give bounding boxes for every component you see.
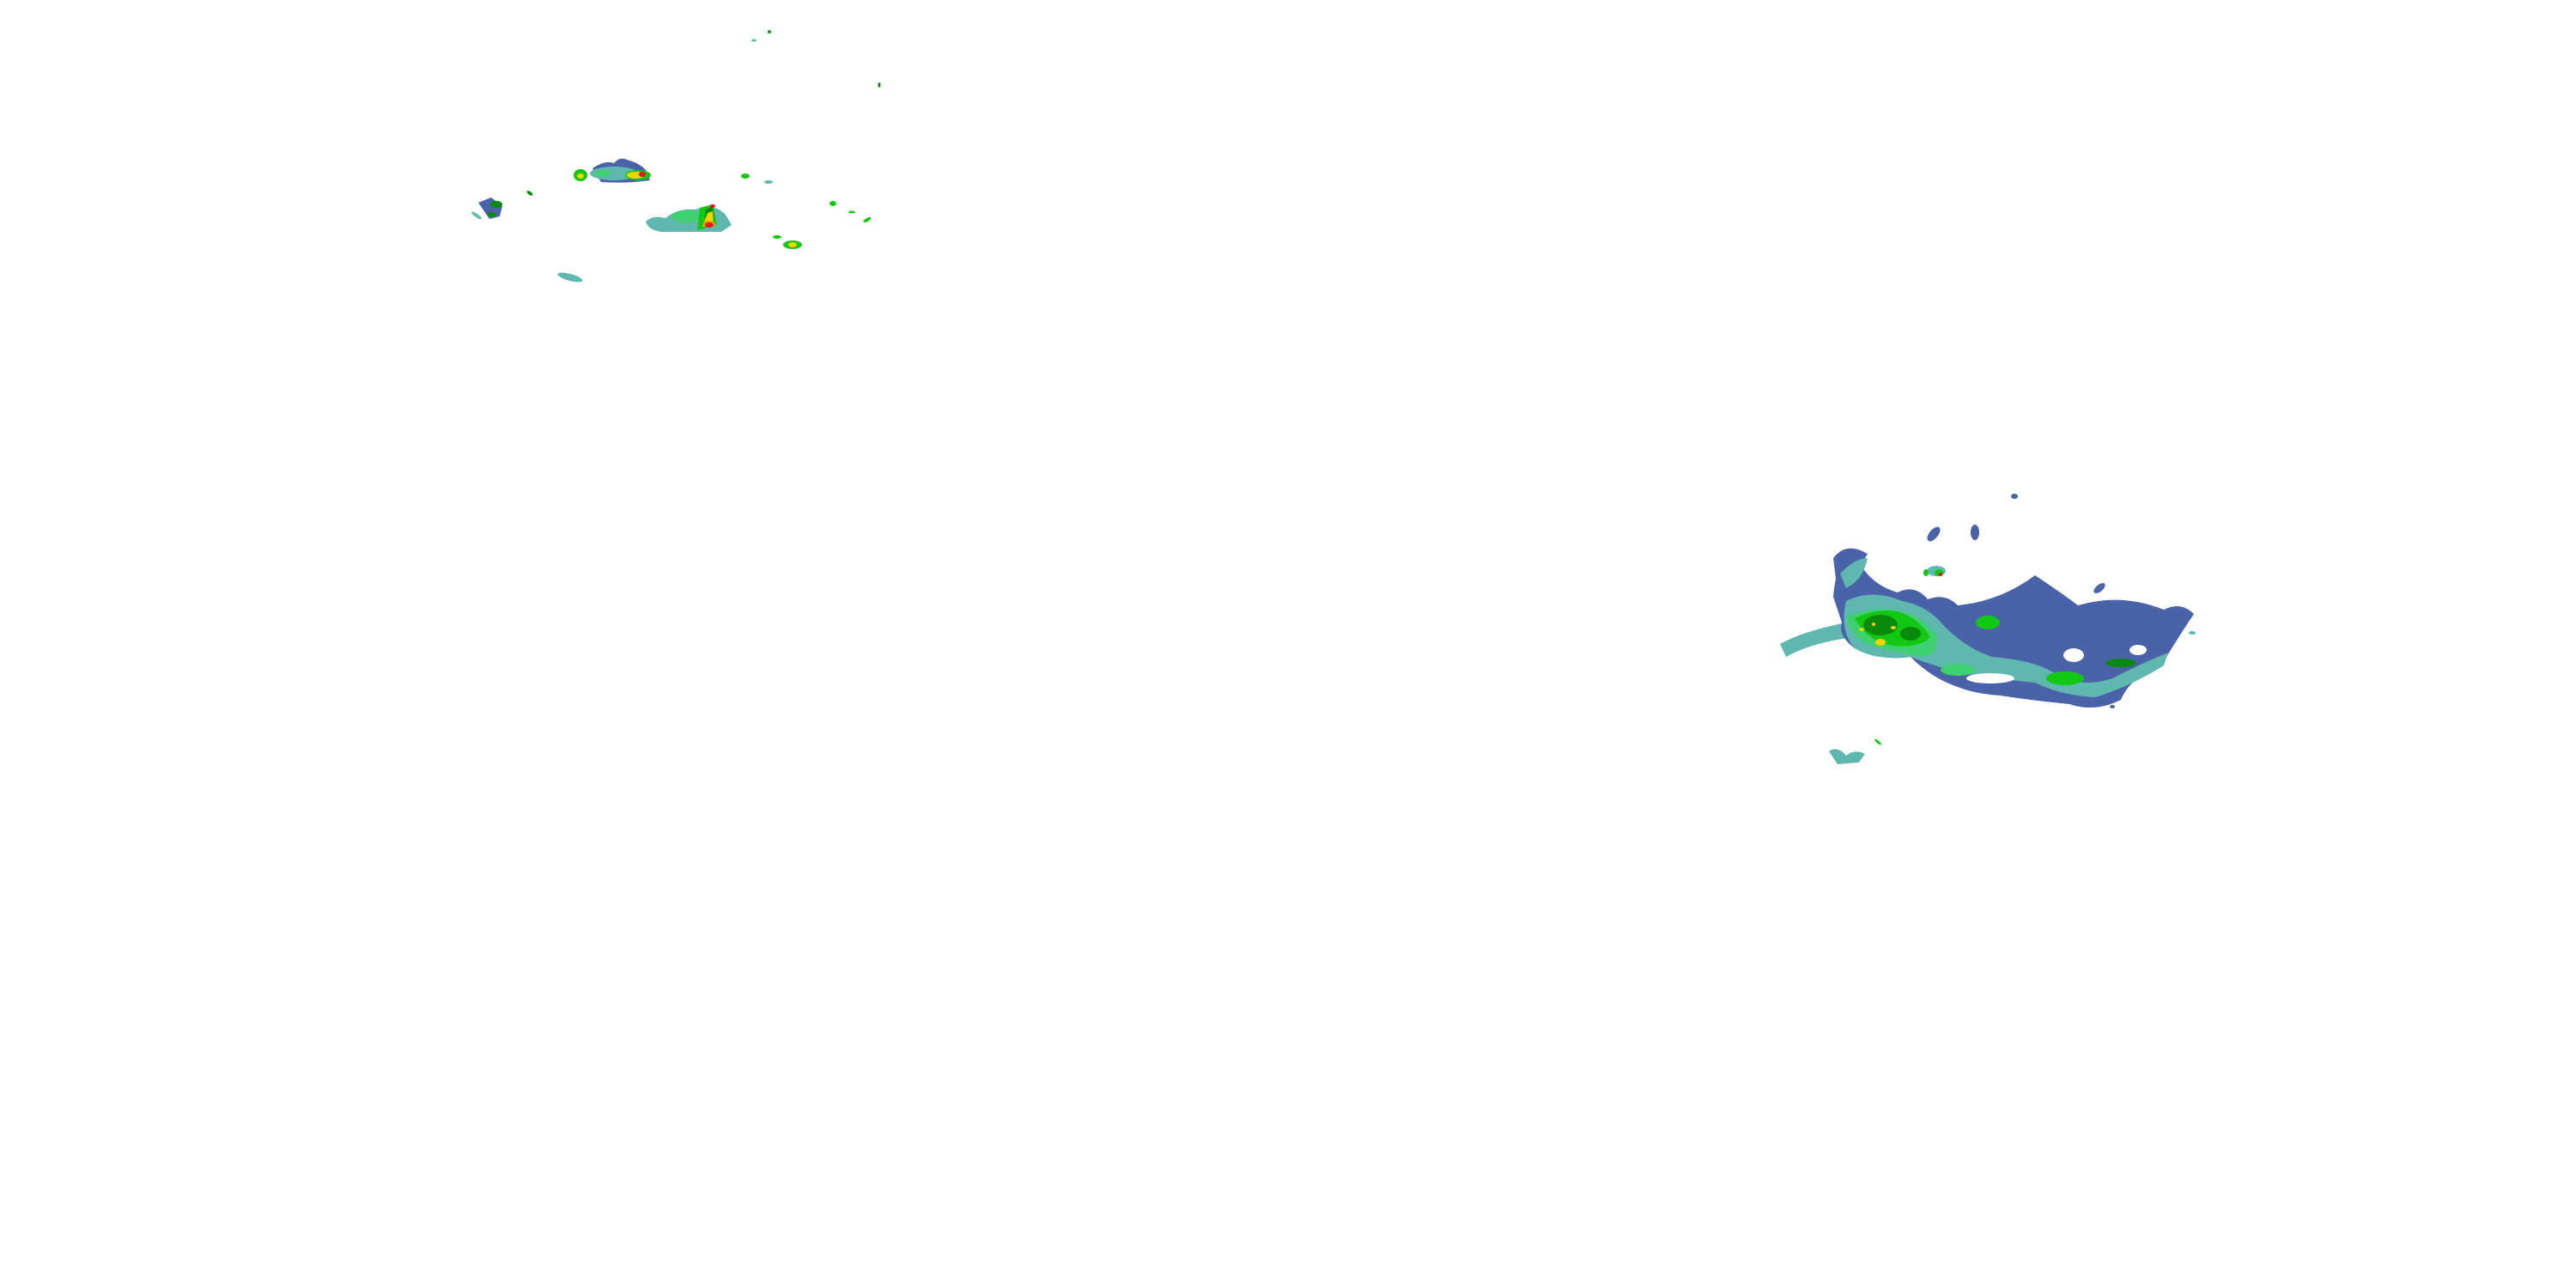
- precip-cell: [646, 204, 732, 232]
- precip-area: [1833, 553, 2194, 708]
- precip-cell: [1923, 569, 1929, 576]
- precip-speck: [2189, 631, 2196, 635]
- precip-core: [1891, 626, 1896, 629]
- precip-cell: [574, 158, 651, 183]
- precip-cell: [1971, 525, 1979, 540]
- precip-gap: [1966, 673, 2014, 683]
- precip-streak: [1780, 623, 1855, 657]
- precip-cell: [2093, 583, 2105, 593]
- precip-core: [2105, 659, 2136, 667]
- precip-speck: [878, 82, 881, 88]
- precip-cluster-east: [1780, 494, 2196, 764]
- precip-core: [1875, 639, 1886, 646]
- precip-cell: [1829, 749, 1865, 764]
- precip-speck: [741, 173, 750, 179]
- precip-core: [1863, 615, 1898, 635]
- precip-speck: [764, 180, 773, 184]
- precip-cell: [557, 272, 583, 283]
- precip-gap: [2063, 648, 2084, 662]
- precip-core: [1941, 664, 1975, 676]
- precip-speck: [829, 201, 836, 206]
- precip-speck: [768, 30, 771, 33]
- precip-core: [2046, 671, 2084, 685]
- precip-area: [1844, 594, 2168, 697]
- precip-cell: [471, 197, 502, 220]
- precip-gap: [2129, 645, 2147, 655]
- precip-speck: [526, 191, 533, 196]
- precip-cell: [1927, 526, 1941, 542]
- precip-area: [1840, 558, 1868, 588]
- precip-cell: [783, 240, 802, 249]
- precip-speck: [1874, 738, 1881, 745]
- precip-cell: [2011, 494, 2018, 499]
- precip-speck: [863, 216, 872, 223]
- precip-cluster-northwest: [471, 30, 881, 283]
- precip-speck: [848, 210, 855, 214]
- precip-speck: [751, 39, 756, 42]
- precip-core: [1872, 623, 1875, 626]
- precip-core: [1976, 616, 2000, 629]
- precip-speck: [2110, 705, 2115, 708]
- precip-core: [1859, 628, 1864, 631]
- precip-core: [1900, 627, 1921, 641]
- precip-speck: [773, 235, 781, 239]
- precip-cell: [1939, 573, 1942, 576]
